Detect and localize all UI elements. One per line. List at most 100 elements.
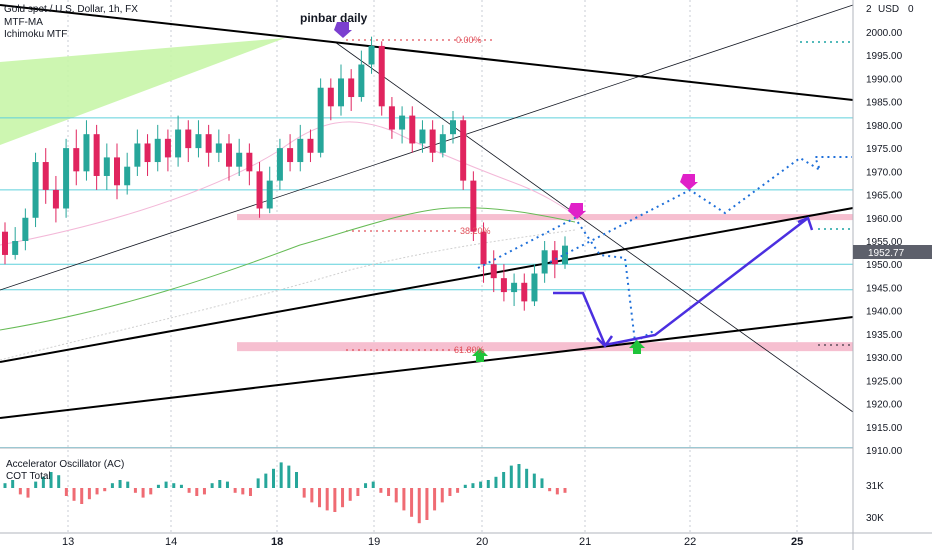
ac-histogram-bar [57, 475, 61, 488]
candle-body[interactable] [266, 180, 273, 209]
candle-body[interactable] [287, 148, 294, 163]
projection-path-1[interactable] [477, 216, 656, 344]
price-tick-label: 1910.00 [866, 446, 903, 457]
candle-body[interactable] [562, 245, 568, 265]
ac-histogram-bar [371, 481, 375, 488]
trendline-middle[interactable] [0, 207, 854, 363]
candle-body[interactable] [52, 189, 59, 209]
candle-body[interactable] [450, 120, 456, 135]
candle-body[interactable] [460, 120, 467, 181]
candle-body[interactable] [226, 143, 232, 167]
candle-body[interactable] [317, 87, 324, 153]
candle-body[interactable] [409, 115, 416, 144]
thin-trendline-up[interactable] [0, 4, 854, 291]
price-tick-label: 1930.00 [866, 353, 903, 364]
trendline-support[interactable] [0, 316, 854, 419]
candle-body[interactable] [256, 171, 263, 209]
candle-body[interactable] [205, 134, 212, 153]
buy-marker-1[interactable] [472, 348, 488, 362]
ac-histogram-bar [402, 488, 406, 511]
candle-body[interactable] [195, 134, 202, 149]
candle-body[interactable] [368, 45, 375, 65]
candle-body[interactable] [114, 157, 120, 186]
ac-histogram-bar [456, 488, 460, 493]
pinbar-marker[interactable] [334, 22, 352, 38]
candle-body[interactable] [348, 78, 355, 98]
trendline-resistance[interactable] [0, 4, 854, 101]
candle-body[interactable] [124, 166, 131, 186]
ac-histogram-bar [379, 488, 383, 493]
thin-trendline-down[interactable] [334, 41, 854, 413]
candle-body[interactable] [531, 273, 538, 302]
pink-zone-upper[interactable] [237, 214, 853, 221]
ac-histogram-bar [540, 478, 544, 488]
ac-histogram-bar [486, 480, 490, 488]
candle-body[interactable] [144, 143, 151, 163]
candle-body[interactable] [541, 250, 548, 274]
price-tick-label: 1960.00 [866, 214, 903, 225]
ac-histogram-bar [103, 488, 107, 492]
candle-body[interactable] [480, 231, 487, 265]
candle-body[interactable] [429, 129, 436, 153]
candle-body[interactable] [73, 148, 80, 172]
candle-body[interactable] [399, 115, 406, 130]
candle-body[interactable] [511, 282, 518, 293]
ac-histogram-bar [3, 483, 7, 488]
candle-body[interactable] [378, 45, 385, 107]
projection-path-2[interactable] [549, 156, 852, 263]
ac-histogram-bar [49, 472, 53, 488]
candle-body[interactable] [83, 134, 90, 172]
candle-body[interactable] [470, 180, 477, 232]
pink-zone-lower[interactable] [237, 342, 853, 352]
candle-body[interactable] [2, 231, 8, 255]
candle-body[interactable] [246, 152, 253, 172]
candle-body[interactable] [42, 162, 49, 190]
candle-body[interactable] [307, 138, 314, 153]
candle-body[interactable] [22, 217, 29, 241]
projection-arrowhead-1 [596, 335, 614, 348]
candle-body[interactable] [521, 282, 528, 302]
candle-body[interactable] [327, 87, 334, 107]
candle-body[interactable] [297, 138, 304, 163]
candle-body[interactable] [338, 78, 344, 107]
ac-histogram-bar [517, 464, 521, 488]
candle-body[interactable] [276, 148, 283, 181]
candle-body[interactable] [490, 264, 497, 279]
price-tick-label: 1970.00 [866, 167, 903, 178]
price-tick-label: 1965.00 [866, 191, 903, 202]
sell-marker-2[interactable] [680, 174, 698, 190]
candle-body[interactable] [439, 134, 446, 153]
time-tick-label: 14 [165, 536, 177, 548]
candle-body[interactable] [32, 162, 39, 218]
ac-histogram-bar [448, 488, 452, 496]
ac-histogram-bar [256, 478, 260, 488]
candle-body[interactable] [93, 134, 100, 176]
price-tick-label: 1980.00 [866, 121, 903, 132]
ac-histogram-bar [118, 480, 122, 488]
candle-body[interactable] [358, 64, 365, 98]
candle-body[interactable] [551, 250, 558, 265]
ac-histogram-bar [248, 488, 252, 496]
moving-average-grey [0, 229, 576, 361]
sell-marker-1[interactable] [568, 203, 586, 219]
candle-body[interactable] [419, 129, 426, 144]
candle-body[interactable] [103, 157, 110, 176]
candle-body[interactable] [154, 138, 161, 163]
candle-body[interactable] [175, 129, 182, 158]
candle-body[interactable] [500, 278, 507, 293]
candle-body[interactable] [12, 241, 19, 255]
candle-body[interactable] [164, 138, 171, 158]
candle-body[interactable] [185, 129, 192, 149]
candle-body[interactable] [63, 148, 70, 209]
candle-body[interactable] [215, 143, 222, 153]
candle-body[interactable] [134, 143, 141, 167]
candle-body[interactable] [388, 106, 395, 130]
ac-histogram-bar [95, 488, 99, 495]
buy-marker-2[interactable] [629, 340, 645, 354]
candle-body[interactable] [236, 152, 243, 167]
ac-histogram-bar [333, 488, 337, 512]
ac-histogram-bar [555, 488, 559, 495]
ac-histogram-bar [187, 488, 191, 493]
